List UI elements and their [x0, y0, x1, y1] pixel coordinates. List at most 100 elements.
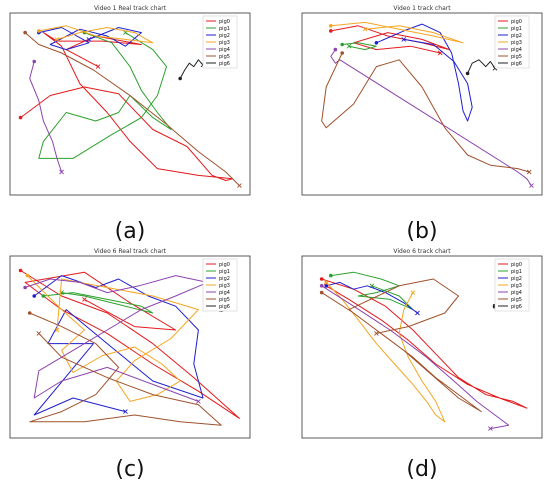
legend-label: pig5: [219, 297, 230, 303]
end-marker-pig0: [95, 64, 101, 69]
legend-label: pig1: [219, 269, 230, 275]
panel-b: Video 1 track chart pig0pig1pig2pig3pig4…: [301, 5, 543, 244]
start-marker-pig0: [18, 115, 23, 120]
legend-label: pig4: [511, 47, 522, 53]
legend-label: pig1: [219, 26, 230, 32]
start-marker-pig3: [37, 29, 41, 33]
end-marker-pig3: [54, 37, 60, 42]
start-marker-pig4: [319, 284, 324, 288]
legend-label: pig0: [219, 262, 230, 268]
legend-label: pig0: [219, 19, 230, 25]
track-pig5: [321, 52, 530, 173]
start-marker-pig6: [465, 71, 470, 76]
start-marker-pig1: [340, 42, 344, 47]
end-marker-pig3: [54, 327, 60, 333]
legend-label: pig6: [511, 304, 522, 310]
end-marker-pig0: [82, 297, 87, 302]
panel-title: Video 6 Real track chart: [94, 248, 167, 255]
end-marker-pig5: [237, 183, 242, 188]
track-pig5: [24, 32, 240, 186]
panel-d: Video 6 track chart pig0pig1pig2pig3pig4…: [301, 248, 543, 482]
end-marker-pig2: [86, 37, 92, 42]
end-marker-pig2: [123, 409, 128, 414]
end-marker-pig4: [59, 169, 64, 175]
track-pig4: [321, 285, 510, 430]
track-lines: [319, 271, 528, 431]
start-marker-pig0: [319, 277, 324, 281]
track-pig3: [38, 25, 154, 44]
legend-label: pig6: [219, 61, 230, 67]
legend-label: pig4: [219, 290, 230, 296]
legend-label: pig3: [511, 40, 522, 46]
panel-title: Video 1 Real track chart: [94, 5, 167, 12]
legend-label: pig2: [219, 276, 230, 282]
start-marker-pig6: [178, 76, 182, 81]
start-marker-pig0: [18, 268, 23, 273]
track-pig6: [467, 59, 496, 74]
end-marker-pig5: [374, 331, 379, 336]
panel-caption: (a): [115, 219, 146, 244]
end-marker-pig5: [526, 169, 532, 175]
end-marker-pig3: [362, 26, 368, 32]
track-pig4: [330, 49, 532, 186]
panel-caption: (d): [406, 457, 437, 482]
legend-label: pig2: [511, 276, 522, 282]
legend-label: pig6: [511, 61, 522, 67]
start-marker-pig4: [32, 59, 37, 64]
end-marker-pig2: [401, 37, 407, 42]
start-marker-pig4: [333, 47, 338, 52]
start-marker-pig4: [23, 285, 27, 290]
start-marker-pig2: [324, 284, 329, 288]
track-pig2: [33, 275, 204, 416]
legend-label: pig3: [219, 283, 230, 289]
end-marker-pig3: [410, 290, 416, 295]
end-marker-pig1: [346, 43, 352, 49]
end-marker-pig4: [529, 183, 534, 188]
legend-label: pig5: [511, 297, 522, 303]
start-marker-pig1: [329, 273, 333, 278]
panel-title: Video 1 track chart: [393, 5, 451, 12]
track-pig1: [342, 42, 377, 51]
track-pig1: [38, 32, 172, 159]
track-pig1: [330, 271, 414, 311]
start-marker-pig0: [329, 29, 333, 33]
legend-label: pig0: [511, 262, 522, 268]
start-marker-pig2: [374, 41, 379, 45]
legend-label: pig4: [511, 290, 522, 296]
end-marker-pig4: [488, 426, 493, 431]
start-marker-pig5: [27, 311, 32, 315]
track-pig1: [43, 292, 154, 314]
legend-label: pig3: [511, 283, 522, 289]
legend-label: pig4: [219, 47, 230, 53]
legend-label: pig3: [219, 40, 230, 46]
track-pig0: [20, 32, 234, 181]
track-pig0: [330, 25, 450, 54]
legend-label: pig0: [511, 19, 522, 25]
track-pig2: [38, 27, 142, 51]
legend-label: pig5: [511, 54, 522, 60]
track-pig5: [29, 312, 222, 426]
track-pig3: [27, 275, 199, 402]
track-lines: [18, 25, 242, 188]
track-pig3: [330, 21, 464, 44]
legend-label: pig1: [511, 269, 522, 275]
legend-label: pig6: [219, 304, 230, 310]
start-marker-pig5: [319, 290, 324, 295]
panel-caption: (b): [406, 219, 437, 244]
legend-label: pig5: [219, 54, 230, 60]
end-marker-pig4: [196, 399, 201, 404]
track-pig3: [325, 282, 446, 423]
panel-caption: (c): [115, 457, 144, 482]
legend-label: pig2: [219, 33, 230, 39]
legend-label: pig1: [511, 26, 522, 32]
start-marker-pig5: [23, 30, 27, 35]
start-marker-pig3: [25, 273, 30, 278]
panel-c: Video 6 Real track chart pig0pig1pig2pig…: [9, 248, 251, 482]
track-pig4: [24, 275, 208, 402]
track-pig6: [179, 59, 204, 79]
